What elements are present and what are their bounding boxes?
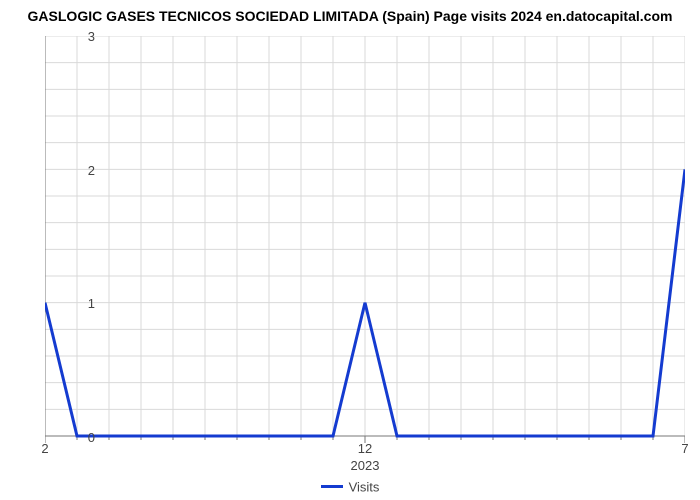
plot-area: [45, 36, 685, 436]
y-tick-label: 3: [65, 29, 95, 44]
chart-title: GASLOGIC GASES TECNICOS SOCIEDAD LIMITAD…: [0, 0, 700, 24]
y-tick-label: 0: [65, 430, 95, 445]
y-tick-label: 2: [65, 163, 95, 178]
legend-swatch: [321, 485, 343, 488]
y-tick-label: 1: [65, 296, 95, 311]
x-sub-label: 2023: [351, 458, 380, 473]
x-tick-label: 2: [41, 441, 48, 456]
chart-svg: [45, 36, 685, 456]
chart-container: GASLOGIC GASES TECNICOS SOCIEDAD LIMITAD…: [0, 0, 700, 500]
legend-label: Visits: [349, 479, 380, 494]
legend: Visits: [0, 478, 700, 496]
x-tick-label: 12: [358, 441, 372, 456]
x-tick-label: 7: [681, 441, 688, 456]
